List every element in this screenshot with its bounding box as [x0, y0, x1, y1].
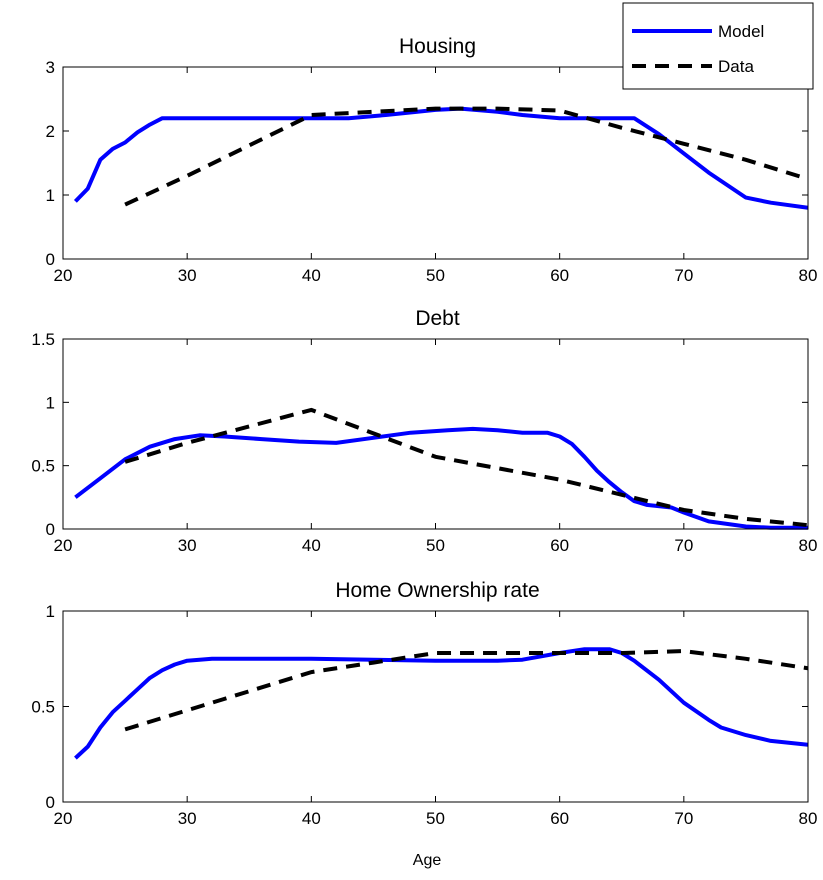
- series-line-model: [74, 426, 808, 530]
- y-tick-label: 0.5: [31, 457, 55, 476]
- subplot-3: 20 30 40 50 60 70 80 0 0.5 1 Home Ownership rate: [31, 579, 817, 828]
- y-tick-label: 3: [46, 58, 55, 77]
- x-tick-label: 70: [674, 809, 693, 828]
- y-tick-label: 1: [46, 393, 55, 412]
- x-tick-label: 50: [426, 536, 445, 555]
- x-tick-label: 80: [799, 266, 818, 285]
- y-tick-label: 0: [46, 793, 55, 812]
- y-tick-label: 0: [46, 520, 55, 539]
- x-tick-label: 40: [302, 266, 321, 285]
- x-tick-label: 30: [178, 536, 197, 555]
- series-line-data: [124, 649, 808, 732]
- subplots-group: 20 30 40 50 60 70 80 0 1 2 3 Housing 20 30 40 50 60 70 80 0…: [31, 35, 817, 828]
- x-tick-label: 30: [178, 266, 197, 285]
- x-tick-label: 70: [674, 266, 693, 285]
- x-tick-label: 80: [799, 809, 818, 828]
- subplot-title: Debt: [415, 307, 460, 330]
- series-group: [74, 647, 808, 760]
- legend-label-model: Model: [718, 22, 764, 41]
- series-group: [74, 407, 808, 530]
- x-tick-label: 30: [178, 809, 197, 828]
- x-tick-label: 60: [550, 536, 569, 555]
- subplot-title: Home Ownership rate: [335, 579, 539, 602]
- legend-label-data: Data: [718, 57, 754, 76]
- x-tick-label: 50: [426, 266, 445, 285]
- x-tick-label: 60: [550, 809, 569, 828]
- y-tick-label: 1.5: [31, 330, 55, 349]
- y-tick-label: 1: [46, 186, 55, 205]
- axes-frame: [62, 610, 809, 803]
- x-tick-label: 20: [54, 809, 73, 828]
- x-tick-label: 40: [302, 809, 321, 828]
- y-tick-label: 0.5: [31, 698, 55, 717]
- x-tick-label: 70: [674, 536, 693, 555]
- x-tick-label: 20: [54, 266, 73, 285]
- series-group: [73, 106, 808, 210]
- series-line-data: [124, 407, 808, 528]
- x-tick-label: 40: [302, 536, 321, 555]
- y-tick-label: 1: [46, 602, 55, 621]
- series-line-model: [73, 106, 808, 210]
- x-tick-label: 50: [426, 809, 445, 828]
- x-tick-label: 20: [54, 536, 73, 555]
- legend-box: [622, 2, 814, 90]
- x-tick-label: 60: [550, 266, 569, 285]
- y-tick-label: 0: [46, 250, 55, 269]
- series-line-data: [124, 106, 808, 207]
- legend: Model Data: [622, 2, 814, 90]
- series-line-model: [74, 647, 808, 760]
- axes-frame: [62, 338, 809, 530]
- x-tick-label: 80: [799, 536, 818, 555]
- subplot-2: 20 30 40 50 60 70 80 0 0.5 1 1.5 Debt: [31, 307, 817, 555]
- y-tick-label: 2: [46, 122, 55, 141]
- subplot-title: Housing: [399, 35, 476, 58]
- subplot-1: 20 30 40 50 60 70 80 0 1 2 3 Housing: [46, 35, 818, 285]
- x-axis-label: Age: [413, 852, 442, 869]
